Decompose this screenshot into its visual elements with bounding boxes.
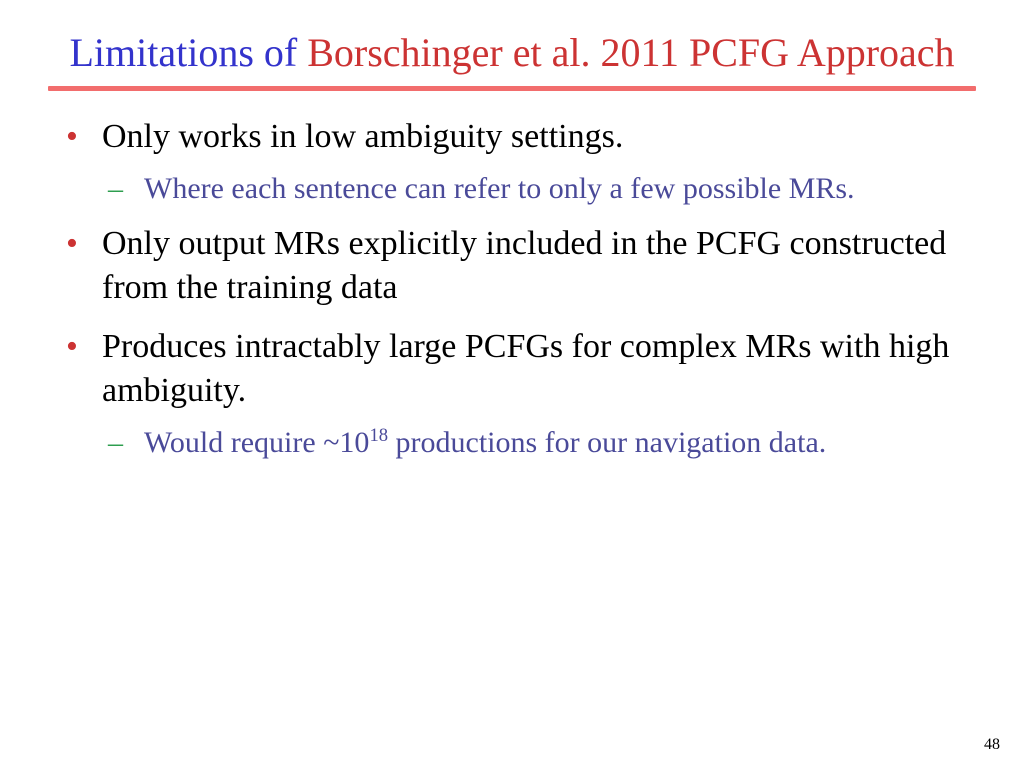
bullet-item: Only output MRs explicitly included in t… — [60, 222, 964, 310]
title-part-1: Limitations of — [69, 30, 297, 75]
sub-bullet-prefix: Would require ~10 — [144, 426, 369, 459]
slide-body: Only works in low ambiguity settings. Wh… — [48, 115, 976, 462]
bullet-list: Only works in low ambiguity settings. Wh… — [60, 115, 964, 462]
bullet-item: Only works in low ambiguity settings. Wh… — [60, 115, 964, 208]
slide: Limitations of Borschinger et al. 2011 P… — [0, 0, 1024, 768]
sub-bullet-list: Would require ~1018 productions for our … — [102, 423, 964, 462]
sub-bullet-suffix: productions for our navigation data. — [388, 426, 826, 459]
bullet-text: Produces intractably large PCFGs for com… — [102, 328, 949, 409]
bullet-item: Produces intractably large PCFGs for com… — [60, 325, 964, 462]
sub-bullet-item: Where each sentence can refer to only a … — [102, 169, 964, 208]
title-underline — [48, 86, 976, 91]
sub-bullet-superscript: 18 — [369, 425, 388, 446]
sub-bullet-text: Where each sentence can refer to only a … — [144, 172, 855, 205]
sub-bullet-list: Where each sentence can refer to only a … — [102, 169, 964, 208]
bullet-text: Only output MRs explicitly included in t… — [102, 225, 946, 306]
slide-title: Limitations of Borschinger et al. 2011 P… — [48, 28, 976, 78]
title-part-2: Borschinger et al. 2011 PCFG Approach — [297, 30, 954, 75]
bullet-text: Only works in low ambiguity settings. — [102, 118, 623, 155]
page-number: 48 — [984, 736, 1000, 754]
sub-bullet-item: Would require ~1018 productions for our … — [102, 423, 964, 462]
